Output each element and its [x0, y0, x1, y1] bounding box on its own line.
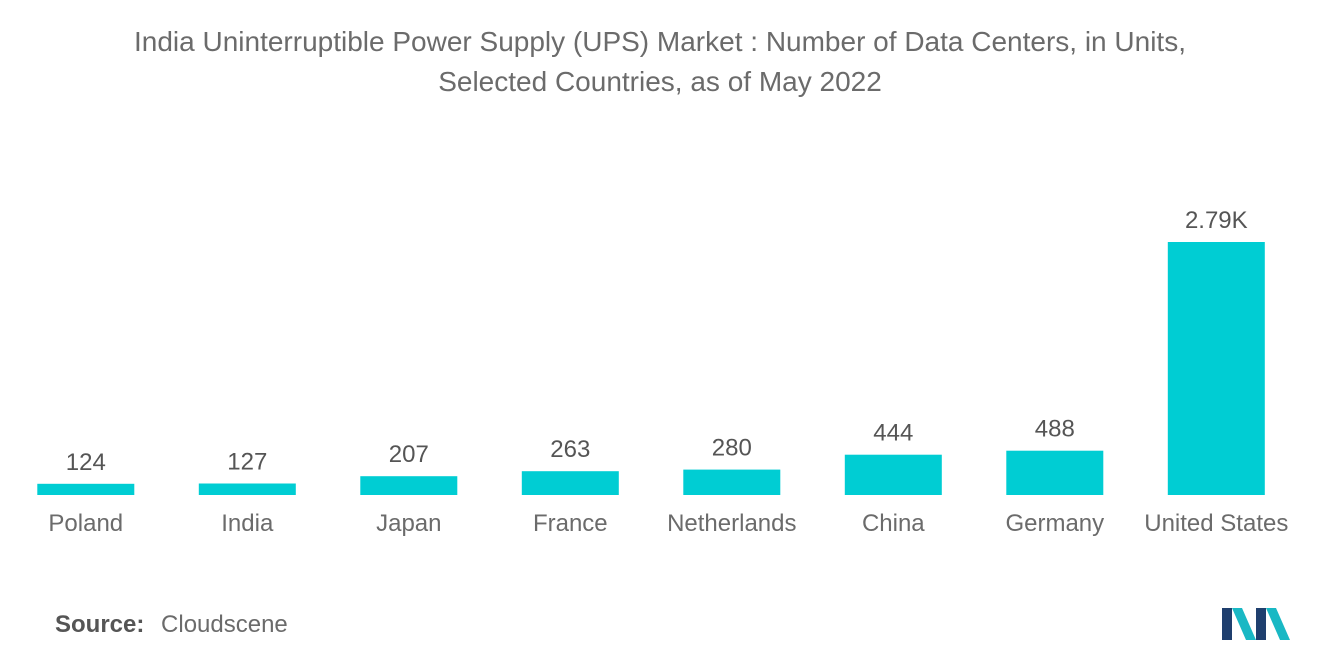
x-tick-label: Germany — [1005, 510, 1104, 537]
bar-india — [198, 483, 296, 495]
logo-shape-3 — [1256, 608, 1266, 640]
bar-china — [844, 454, 942, 495]
bar-poland — [37, 483, 135, 495]
chart-title-line-1: India Uninterruptible Power Supply (UPS)… — [134, 26, 1186, 57]
logo-shape-4 — [1266, 608, 1290, 640]
data-label: 124 — [66, 449, 106, 476]
data-label: 2.79K — [1185, 207, 1248, 234]
data-label: 444 — [873, 420, 913, 447]
bar-japan — [360, 476, 458, 495]
x-tick-label: United States — [1144, 510, 1288, 537]
logo-shape-1 — [1222, 608, 1232, 640]
bar-france — [521, 471, 619, 495]
x-tick-label: France — [533, 510, 608, 537]
chart-title: India Uninterruptible Power Supply (UPS)… — [0, 22, 1320, 102]
bar-germany — [1006, 450, 1104, 495]
data-label: 127 — [227, 449, 267, 476]
bar-netherlands — [683, 469, 781, 495]
source-note: Source: Cloudscene — [55, 611, 288, 639]
x-tick-label: China — [862, 510, 925, 537]
x-tick-label: Netherlands — [667, 510, 796, 537]
logo-shape-2 — [1232, 608, 1256, 640]
x-tick-label: Poland — [48, 510, 123, 537]
bar-united-states — [1167, 242, 1265, 495]
data-label: 280 — [712, 435, 752, 462]
source-label: Source: — [55, 611, 145, 638]
x-tick-label: Japan — [376, 510, 441, 537]
data-label: 263 — [550, 436, 590, 463]
data-label: 207 — [389, 441, 429, 468]
mordor-logo-icon — [1222, 608, 1290, 640]
source-value: Cloudscene — [161, 611, 288, 638]
chart-title-line-2: Selected Countries, as of May 2022 — [438, 66, 882, 97]
x-tick-label: India — [221, 510, 274, 537]
data-label: 488 — [1035, 416, 1075, 443]
